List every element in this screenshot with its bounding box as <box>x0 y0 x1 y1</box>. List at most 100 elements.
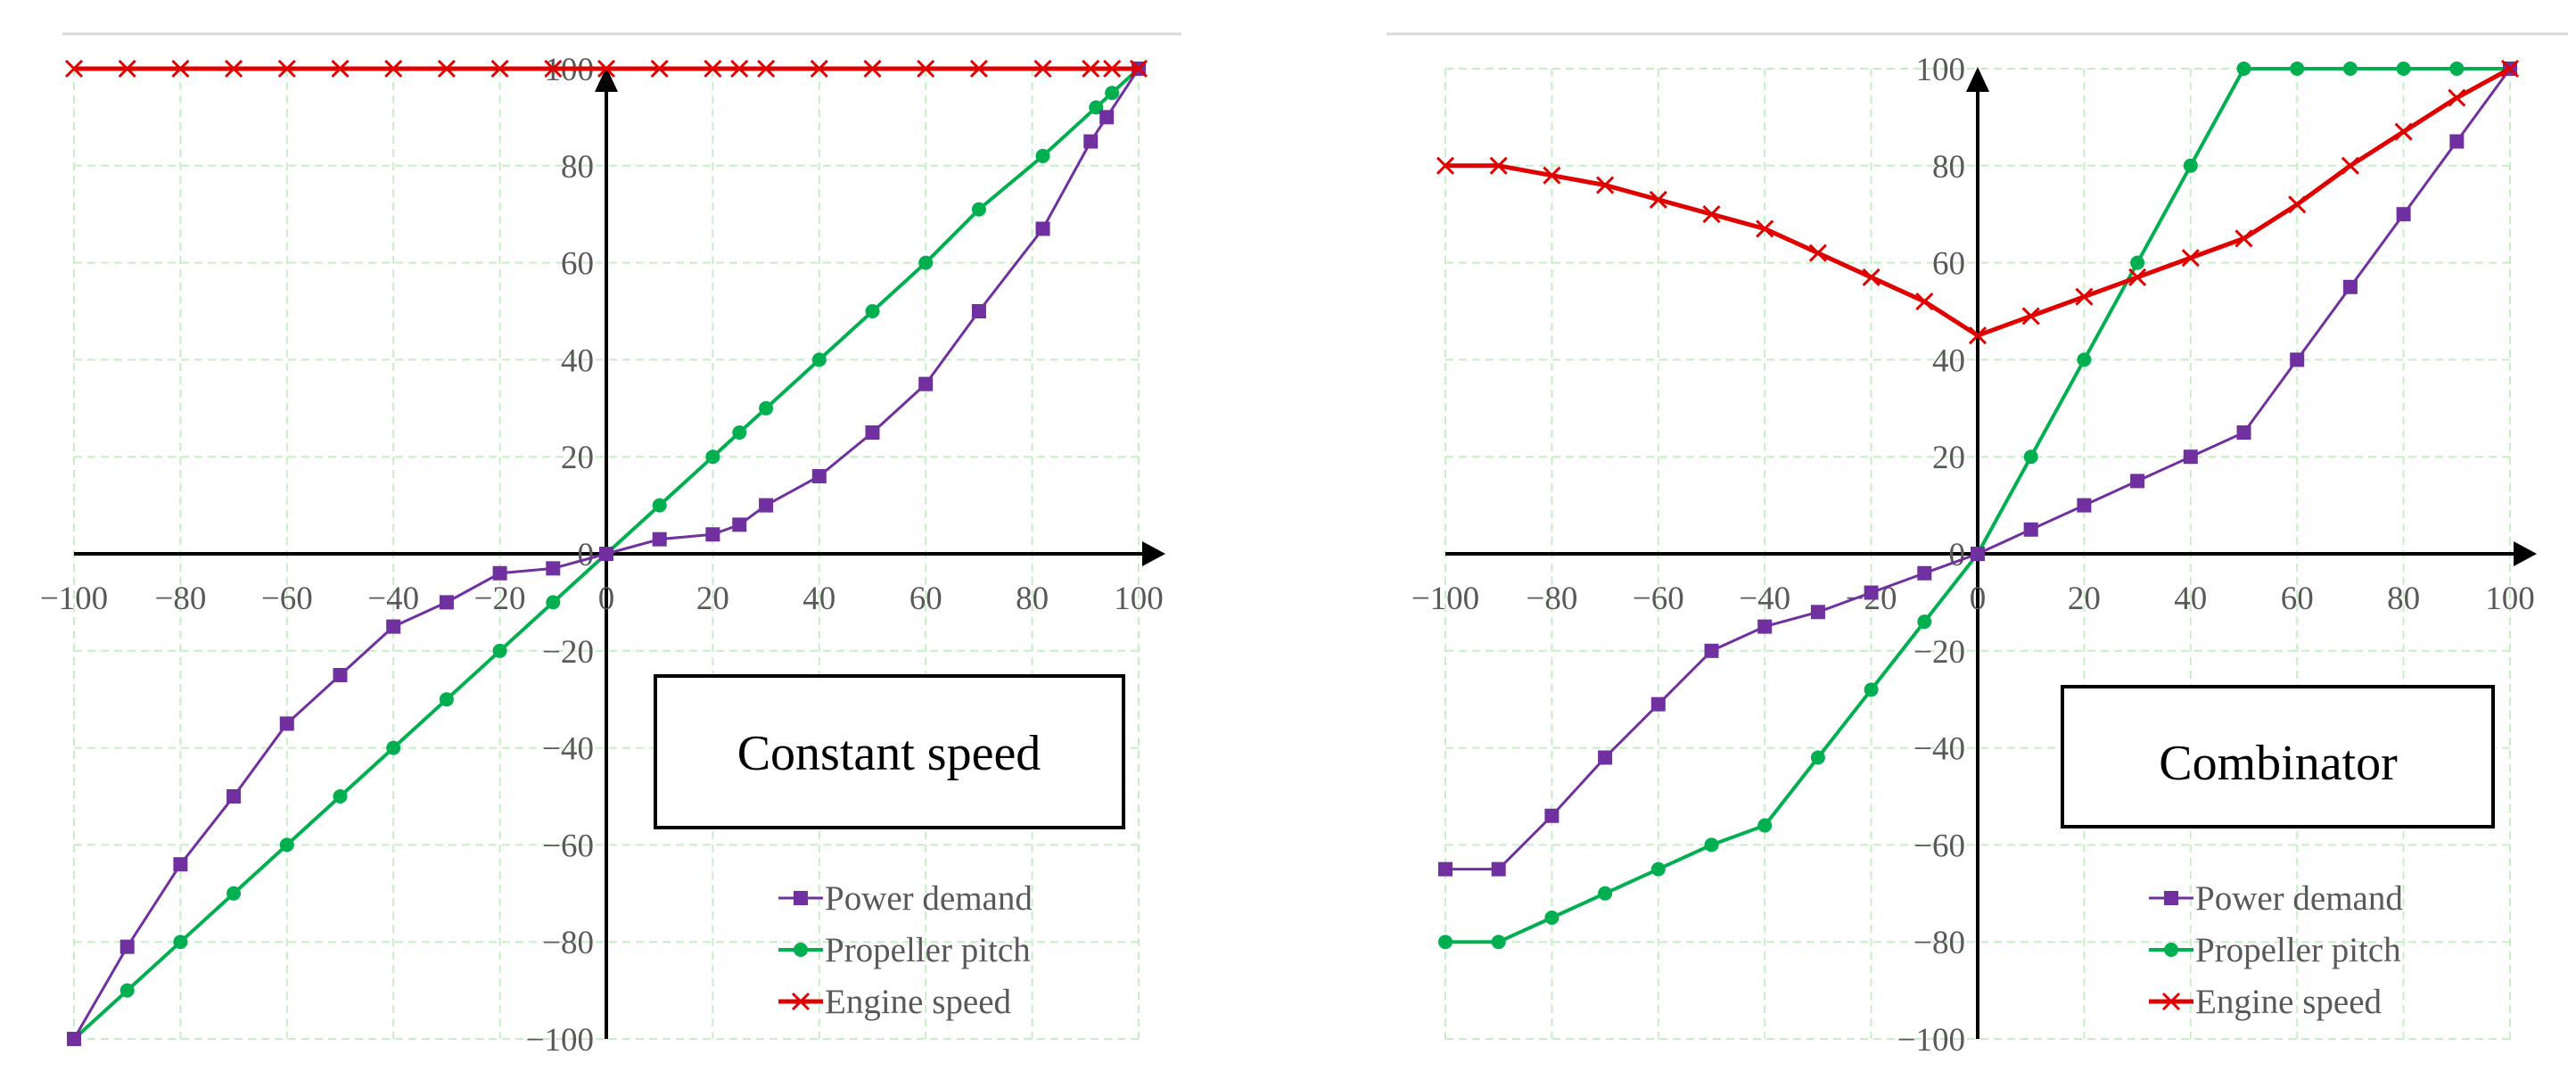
legend-label: Engine speed <box>825 983 1012 1021</box>
data-point <box>279 837 294 853</box>
legend-marker <box>794 891 808 905</box>
legend-item: Propeller pitch <box>2149 931 2401 969</box>
legend-item: Power demand <box>778 879 1033 918</box>
data-point <box>652 532 667 547</box>
data-point <box>2342 279 2358 294</box>
data-point <box>2396 62 2411 76</box>
data-point <box>650 59 669 78</box>
y-tick-label: 40 <box>1932 342 1965 379</box>
data-point <box>732 517 747 532</box>
y-tick-label: 80 <box>561 149 594 185</box>
data-point <box>1129 59 1148 78</box>
data-point <box>918 376 934 392</box>
data-point <box>1438 935 1453 950</box>
data-point <box>492 643 507 658</box>
data-point <box>759 400 774 416</box>
y-tick-label: 40 <box>561 342 594 379</box>
y-tick-label: 20 <box>1932 440 1965 476</box>
data-point <box>1649 190 1667 209</box>
data-point <box>2130 255 2145 270</box>
data-point <box>2288 195 2307 214</box>
legend-label: Engine speed <box>2195 983 2383 1021</box>
y-tick-label: −100 <box>526 1022 594 1059</box>
y-tick-label: −20 <box>1913 634 1965 671</box>
data-point <box>1035 148 1050 163</box>
y-tick-label: −80 <box>542 925 594 961</box>
data-point <box>599 547 613 561</box>
data-point <box>492 565 507 581</box>
data-point <box>917 59 935 78</box>
data-point <box>1810 605 1825 620</box>
y-tick-label: −80 <box>1913 925 1965 961</box>
series-power-demand <box>67 62 1146 1046</box>
data-point <box>439 692 454 707</box>
y-tick-label: 0 <box>578 537 595 573</box>
data-point <box>2236 62 2251 76</box>
data-point <box>1917 614 1932 630</box>
data-point <box>1704 643 1719 658</box>
data-point <box>2449 62 2465 76</box>
x-tick-label: −20 <box>474 581 526 617</box>
data-point <box>865 304 880 318</box>
legend-marker <box>2161 992 2181 1011</box>
data-point <box>1489 156 1508 175</box>
data-point <box>2396 207 2411 222</box>
data-point <box>1491 935 1506 950</box>
data-point <box>1598 750 1613 765</box>
y-tick-label: 100 <box>1916 52 1966 88</box>
y-tick-label: 80 <box>1932 149 1965 185</box>
data-point <box>757 59 776 78</box>
data-point <box>386 740 401 755</box>
data-point <box>2342 62 2358 76</box>
data-point <box>1436 156 1455 175</box>
x-tick-label: −40 <box>1739 581 1790 617</box>
data-point <box>918 255 934 270</box>
data-point <box>2341 156 2359 175</box>
data-point <box>67 1032 81 1046</box>
legend-label: Propeller pitch <box>825 931 1031 969</box>
data-point <box>652 498 667 513</box>
x-tick-label: 80 <box>2387 581 2420 617</box>
x-tick-label: −100 <box>1411 581 1479 617</box>
chart-label-box <box>2061 685 2495 828</box>
x-tick-label: 40 <box>2174 581 2207 617</box>
data-point <box>705 527 720 542</box>
data-point <box>759 498 774 513</box>
legend-item: Engine speed <box>2149 983 2383 1021</box>
data-point <box>2021 307 2040 326</box>
data-point <box>1968 326 1988 345</box>
data-point <box>384 59 403 78</box>
data-point <box>1033 59 1052 78</box>
data-point <box>1083 134 1099 149</box>
data-point <box>1596 176 1615 194</box>
legend-marker <box>2164 891 2178 905</box>
chart-label-box <box>654 674 1125 829</box>
x-tick-label: 40 <box>802 581 835 617</box>
data-point <box>546 561 561 576</box>
data-point <box>173 935 188 950</box>
legend-marker <box>791 992 811 1011</box>
data-point <box>1808 243 1827 262</box>
data-point <box>439 595 454 610</box>
chart-label: Combinator <box>2159 736 2398 791</box>
data-point <box>2128 268 2147 286</box>
x-tick-label: 60 <box>909 581 942 617</box>
series-power-demand <box>1438 62 2517 877</box>
data-point <box>1757 818 1773 833</box>
x-tick-label: −40 <box>367 581 419 617</box>
data-point <box>546 595 561 610</box>
x-tick-label: 80 <box>1016 581 1049 617</box>
series-engine-speed <box>64 59 1148 78</box>
data-point <box>2236 425 2251 440</box>
x-tick-label: −80 <box>1526 581 1577 617</box>
legend-marker <box>2164 943 2178 957</box>
data-point <box>1917 565 1932 581</box>
y-tick-label: 60 <box>1932 246 1965 283</box>
data-point <box>1971 547 1985 561</box>
data-point <box>1491 861 1506 877</box>
x-tick-label: 0 <box>598 581 615 617</box>
x-tick-label: −60 <box>1633 581 1684 617</box>
data-point <box>331 59 350 78</box>
data-point <box>226 886 242 901</box>
data-point <box>1810 750 1825 765</box>
